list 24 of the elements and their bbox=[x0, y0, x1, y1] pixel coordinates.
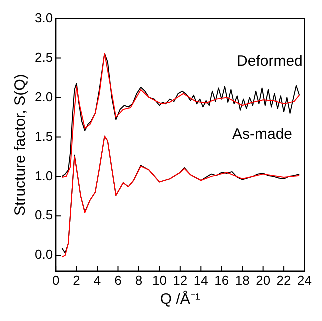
x-tick-label: 22 bbox=[276, 272, 292, 288]
annotation: As-made bbox=[232, 126, 293, 144]
x-tick-label: 2 bbox=[73, 272, 80, 288]
annotation: Deformed bbox=[237, 52, 303, 70]
x-tick-label: 20 bbox=[256, 272, 271, 288]
x-tick-label: 8 bbox=[135, 272, 143, 288]
x-tick-label: 18 bbox=[235, 272, 250, 288]
y-tick-label: 1.5 bbox=[34, 128, 54, 144]
y-tick-label: 0.5 bbox=[34, 208, 54, 223]
x-tick-label: 10 bbox=[152, 272, 167, 288]
y-axis-title: Structure factor, S(Q) bbox=[12, 74, 30, 216]
x-tick-label: 0 bbox=[52, 272, 60, 288]
y-tick-label: 1.0 bbox=[34, 168, 54, 184]
x-tick-label: 24 bbox=[298, 272, 312, 288]
x-tick-label: 12 bbox=[173, 272, 188, 288]
x-tick-label: 16 bbox=[214, 272, 230, 288]
x-axis-title: Q /Å⁻¹ bbox=[160, 290, 200, 308]
y-tick-label: 0.0 bbox=[34, 247, 54, 262]
y-tick-label: 2.0 bbox=[34, 89, 54, 104]
x-tick-label: 14 bbox=[194, 272, 208, 288]
y-tick-label: 3.0 bbox=[34, 10, 54, 26]
y-tick-label: 2.5 bbox=[34, 50, 54, 65]
x-tick-label: 4 bbox=[94, 272, 102, 288]
x-tick-label: 6 bbox=[114, 272, 122, 288]
